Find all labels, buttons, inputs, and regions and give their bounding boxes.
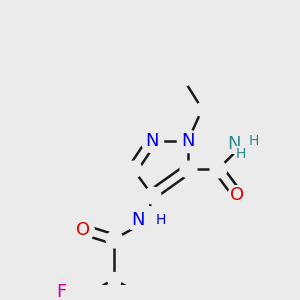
Text: N: N: [228, 135, 241, 153]
Text: N: N: [145, 131, 159, 149]
Text: O: O: [230, 186, 244, 204]
Text: H: H: [236, 147, 246, 161]
Text: N: N: [181, 131, 195, 149]
Text: H: H: [249, 134, 259, 148]
Text: H: H: [156, 213, 166, 227]
Text: O: O: [76, 221, 91, 239]
Text: N: N: [131, 211, 144, 229]
Text: F: F: [57, 284, 67, 300]
